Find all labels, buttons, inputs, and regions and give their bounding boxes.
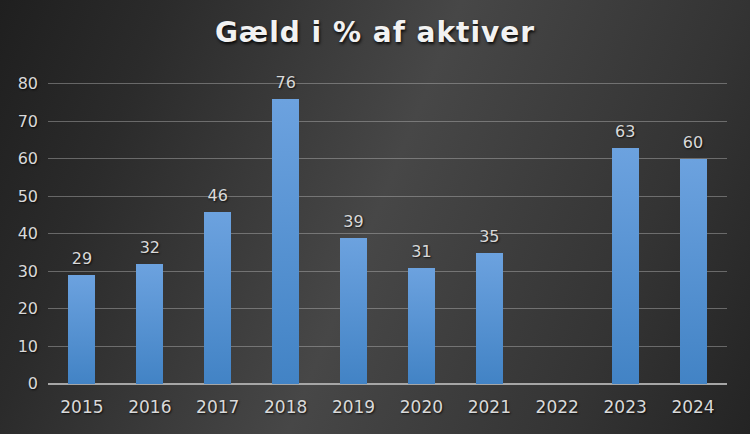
bar xyxy=(680,159,707,384)
bar-value-label: 35 xyxy=(456,229,523,245)
x-axis-label: 2016 xyxy=(116,396,184,418)
bar-value-label: 29 xyxy=(48,251,115,267)
y-axis-label: 80 xyxy=(0,74,38,94)
bar xyxy=(612,148,639,384)
bar xyxy=(408,268,435,384)
bar xyxy=(68,275,95,384)
bar-value-label: 76 xyxy=(252,75,319,91)
x-axis-label: 2020 xyxy=(387,396,455,418)
y-axis-label: 30 xyxy=(0,262,38,282)
plot-area: 293246763931356360 xyxy=(48,84,727,384)
y-axis-label: 0 xyxy=(0,374,38,394)
bar-value-label: 39 xyxy=(320,214,387,230)
bar-chart: Gæld i % af aktiver 293246763931356360 0… xyxy=(0,0,750,434)
bar xyxy=(476,253,503,384)
y-axis-label: 70 xyxy=(0,112,38,132)
x-axis-label: 2021 xyxy=(455,396,523,418)
bar-value-label: 31 xyxy=(388,244,455,260)
bar-value-label: 46 xyxy=(184,188,251,204)
bar xyxy=(340,238,367,384)
bar xyxy=(136,264,163,384)
gridline xyxy=(48,83,727,84)
x-axis-label: 2018 xyxy=(252,396,320,418)
bar-value-label: 32 xyxy=(116,240,183,256)
chart-title: Gæld i % af aktiver xyxy=(0,16,750,49)
y-axis-label: 20 xyxy=(0,299,38,319)
bar-value-label: 63 xyxy=(592,124,659,140)
y-axis-label: 40 xyxy=(0,224,38,244)
x-axis-label: 2022 xyxy=(523,396,591,418)
y-axis-label: 60 xyxy=(0,149,38,169)
x-axis-label: 2019 xyxy=(320,396,388,418)
bar xyxy=(272,99,299,384)
y-axis-label: 10 xyxy=(0,337,38,357)
x-axis-label: 2023 xyxy=(591,396,659,418)
x-axis-label: 2017 xyxy=(184,396,252,418)
y-axis-label: 50 xyxy=(0,187,38,207)
x-axis-label: 2024 xyxy=(659,396,727,418)
bar xyxy=(204,212,231,385)
bar-value-label: 60 xyxy=(660,135,727,151)
x-axis-label: 2015 xyxy=(48,396,116,418)
